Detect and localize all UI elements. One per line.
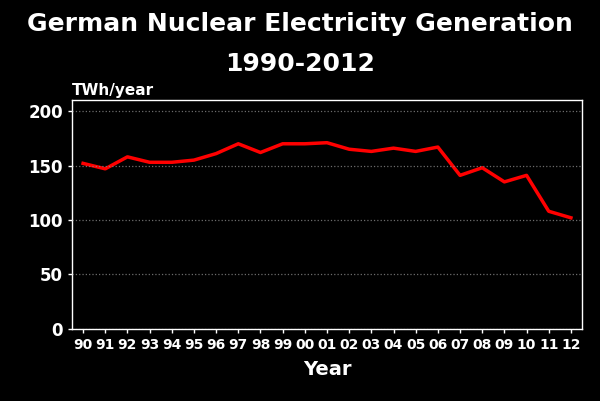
X-axis label: Year: Year — [303, 360, 351, 379]
Text: 1990-2012: 1990-2012 — [225, 52, 375, 76]
Text: TWh/year: TWh/year — [72, 83, 154, 98]
Text: German Nuclear Electricity Generation: German Nuclear Electricity Generation — [27, 12, 573, 36]
